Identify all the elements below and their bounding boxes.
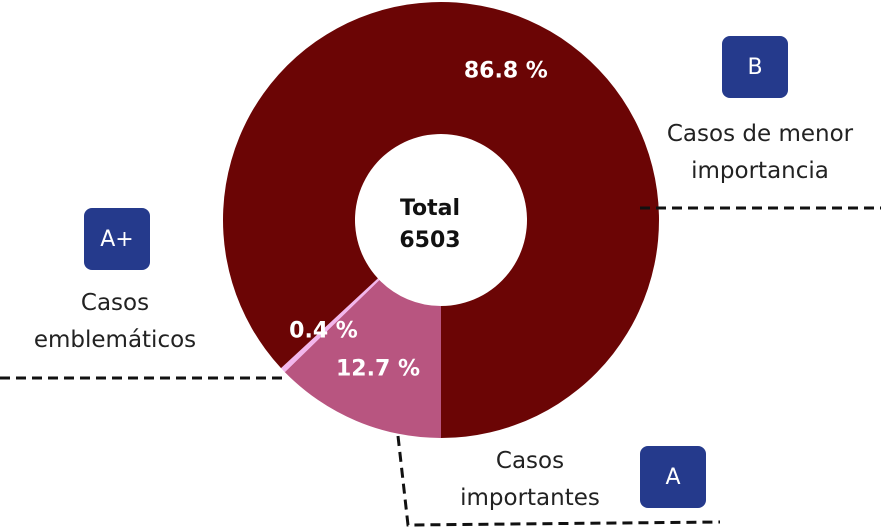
- category-label: Casos importantes: [460, 448, 600, 511]
- slice: [284, 279, 441, 438]
- center-value: 6503: [399, 228, 460, 253]
- leader-line: [396, 435, 721, 527]
- leader-lines: [0, 206, 881, 527]
- badge: B: [722, 36, 788, 98]
- slice: [281, 278, 380, 373]
- badge: A+: [84, 208, 150, 270]
- slice: [222, 1, 660, 439]
- value-label: 86.8 %: [464, 59, 548, 84]
- category-label: Casos de menor importancia: [666, 121, 854, 184]
- badge: A: [640, 446, 706, 508]
- center-label: Total: [400, 196, 460, 221]
- value-label: 0.4 %: [289, 319, 358, 344]
- category-label: Casos emblemáticos: [33, 290, 197, 353]
- value-label: 12.7 %: [336, 356, 420, 381]
- slices: [222, 1, 660, 439]
